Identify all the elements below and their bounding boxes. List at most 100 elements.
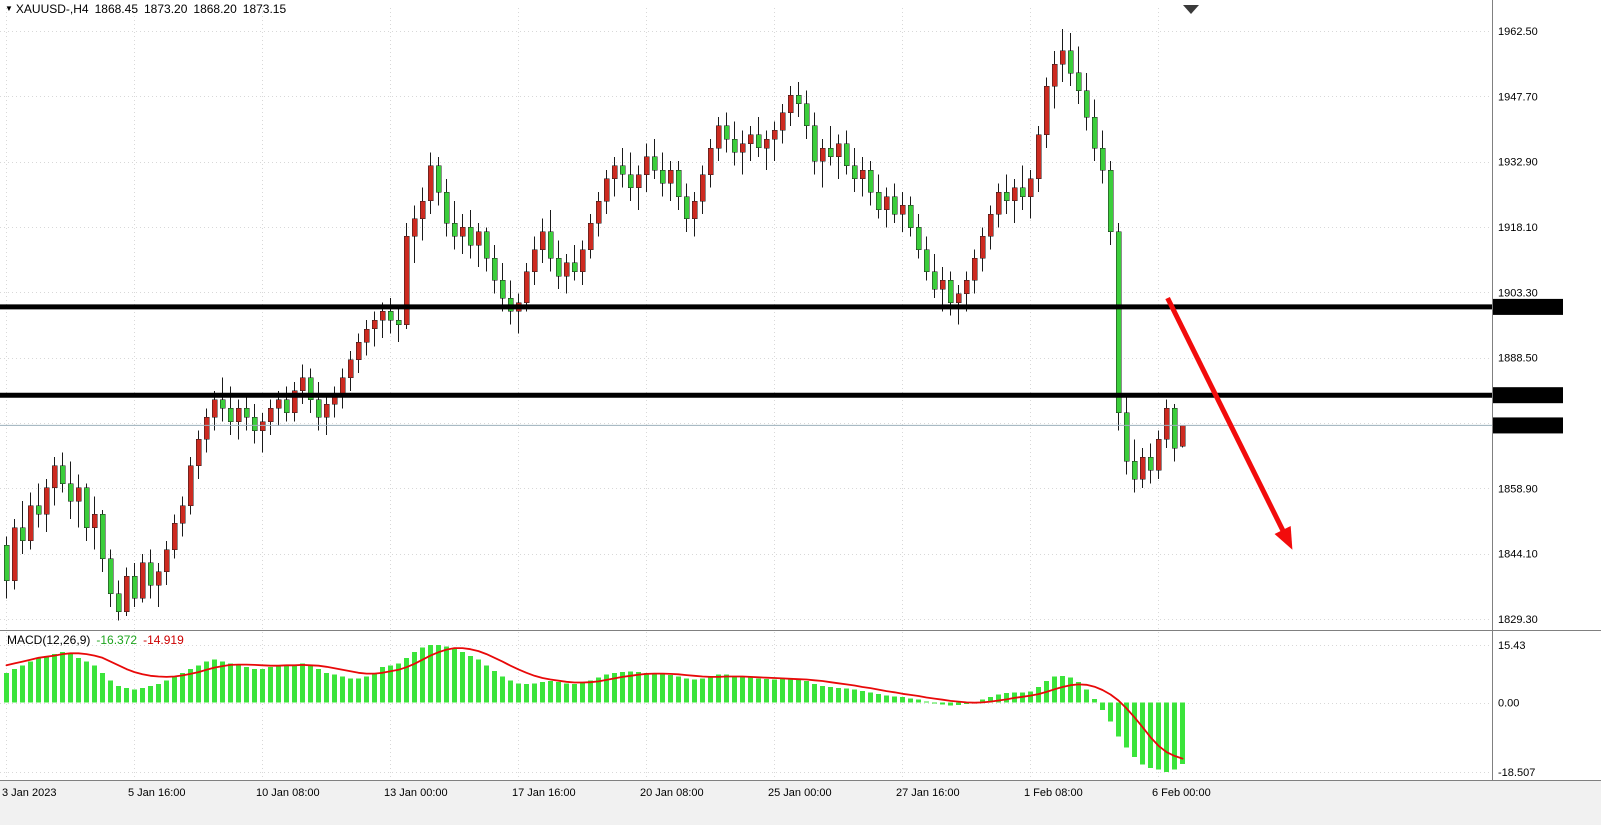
time-axis-background[interactable]	[0, 781, 1601, 825]
candle-body-bear	[811, 125, 818, 162]
time-axis-label: 27 Jan 16:00	[896, 787, 960, 799]
candle-body-bull	[1155, 439, 1162, 471]
macd-histogram-bar	[92, 665, 97, 703]
candle-body-bear	[851, 165, 858, 180]
time-axis-label: 1 Feb 08:00	[1024, 787, 1083, 799]
macd-name: MACD(12,26,9)	[7, 633, 91, 647]
macd-histogram-bar	[860, 690, 865, 703]
macd-histogram-bar	[708, 676, 713, 703]
macd-histogram-bar	[1124, 702, 1129, 748]
macd-histogram-bar	[1100, 702, 1105, 711]
candle-body-bear	[803, 103, 810, 127]
candle-body-bull	[403, 236, 410, 325]
candle-body-bull	[267, 408, 274, 422]
candle-body-bull	[371, 319, 378, 330]
candle-body-bull	[707, 147, 714, 175]
macd-histogram-bar	[220, 661, 225, 703]
candle-body-bull	[835, 143, 842, 158]
candle-body-bull	[379, 311, 386, 321]
macd-histogram-bar	[892, 696, 897, 703]
candle-body-bull	[123, 575, 130, 612]
macd-value-signal: -14.919	[143, 633, 184, 647]
candle-body-bull	[171, 522, 178, 550]
candle-body-bull	[955, 293, 962, 303]
candle-body-bull	[963, 280, 970, 294]
price-tick-label: 1903.30	[1498, 287, 1538, 299]
candle-body-bull	[635, 174, 642, 188]
candle-body-bull	[539, 231, 546, 250]
macd-histogram-bar	[884, 695, 889, 703]
macd-histogram-bar	[812, 684, 817, 703]
candle-body-bear	[571, 262, 578, 272]
candle-body-bull	[699, 174, 706, 202]
candle-body-bull	[323, 403, 330, 418]
candle-body-bear	[315, 399, 322, 418]
candle-body-bear	[795, 94, 802, 105]
macd-tick-label: 0.00	[1498, 698, 1519, 710]
trend-arrow-shaft[interactable]	[1165, 296, 1288, 537]
macd-histogram-bar	[924, 701, 929, 703]
candle-body-bull	[51, 465, 58, 489]
candle-body-bear	[659, 169, 666, 184]
candle-body-bear	[283, 399, 290, 414]
macd-histogram-bar	[604, 674, 609, 703]
macd-histogram-bar	[500, 676, 505, 703]
macd-histogram-bar	[756, 678, 761, 703]
macd-histogram-bar	[804, 681, 809, 703]
price-axis[interactable]: 1962.50 1947.70 1932.90 1918.10 1903.30 1888.…	[1493, 26, 1563, 779]
symbol-dropdown-icon[interactable]: ▼	[5, 4, 13, 13]
macd-histogram-bar	[1156, 702, 1161, 770]
candle-body-bull	[939, 280, 946, 290]
candle-body-bear	[651, 156, 658, 171]
macd-histogram-bar	[132, 689, 137, 703]
candle-body-bull	[595, 200, 602, 224]
macd-tick-label: 15.43	[1498, 640, 1526, 652]
candle-body-bear	[867, 169, 874, 193]
macd-histogram-bar	[916, 699, 921, 703]
candle-body-bull	[299, 377, 306, 391]
macd-histogram-bar	[652, 673, 657, 703]
candle-body-bull	[1051, 63, 1058, 87]
macd-histogram-bar	[4, 672, 9, 703]
candle-body-bull	[531, 249, 538, 272]
candle-body-bear	[99, 514, 106, 559]
macd-histogram-bar	[1140, 702, 1145, 765]
macd-histogram-bar	[436, 645, 441, 703]
macd-histogram-bar	[348, 678, 353, 703]
candle-body-bull	[611, 165, 618, 180]
candle-body-bear	[435, 165, 442, 193]
macd-histogram-bar	[204, 661, 209, 703]
macd-histogram-bar	[1116, 702, 1121, 737]
macd-histogram-bar	[588, 680, 593, 703]
time-axis-label: 3 Jan 2023	[2, 787, 56, 799]
candle-body-bear	[627, 174, 634, 188]
macd-histogram-bar	[1164, 702, 1169, 772]
macd-histogram-bar	[476, 659, 481, 703]
candle-body-bull	[163, 549, 170, 573]
candle-body-bull	[27, 505, 34, 542]
macd-histogram-bar	[388, 665, 393, 703]
candle-body-bear	[827, 147, 834, 158]
candle-body-bull	[667, 169, 674, 184]
candle-body-bear	[3, 545, 10, 581]
candle-body-bear	[1123, 412, 1130, 462]
macd-tick-label: -18.507	[1498, 767, 1535, 779]
macd-histogram-bar	[276, 665, 281, 703]
macd-histogram-bar	[356, 678, 361, 703]
trend-arrow[interactable]	[1165, 296, 1293, 550]
trend-arrow-head[interactable]	[1274, 525, 1293, 550]
candle-body-bear	[675, 169, 682, 197]
candle-body-bear	[443, 191, 450, 224]
chart-shift-marker-icon[interactable]	[1183, 5, 1199, 14]
candle-body-bear	[555, 258, 562, 277]
candle-body-bear	[723, 125, 730, 140]
candle-body-bull	[11, 527, 18, 581]
candle-body-bull	[203, 417, 210, 440]
candle-body-bear	[1131, 461, 1138, 480]
time-axis-label: 6 Feb 00:00	[1152, 787, 1211, 799]
macd-histogram-bar	[468, 655, 473, 703]
candle-body-bull	[363, 328, 370, 343]
ohlc-open: 1868.45	[94, 2, 138, 16]
candle-body-bear	[1003, 191, 1010, 202]
